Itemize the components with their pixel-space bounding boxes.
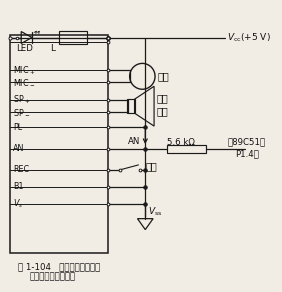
Text: SP$_-$: SP$_-$ <box>13 107 31 117</box>
Bar <box>59 31 87 44</box>
Text: 喇叭: 喇叭 <box>157 93 169 103</box>
Text: AN: AN <box>13 145 25 154</box>
Text: $V_{\rm cc}$(+5 V): $V_{\rm cc}$(+5 V) <box>227 31 271 44</box>
Text: $V_s$: $V_s$ <box>13 197 24 210</box>
Text: PL: PL <box>13 123 23 132</box>
Text: 图 1-104   与语音电路组合的: 图 1-104 与语音电路组合的 <box>18 262 100 271</box>
Text: LED: LED <box>16 44 33 53</box>
Text: L: L <box>50 44 55 53</box>
Text: SP$_+$: SP$_+$ <box>13 94 31 107</box>
Text: REC: REC <box>13 165 30 174</box>
Text: P1.4口: P1.4口 <box>235 150 259 159</box>
Text: AN: AN <box>128 137 140 145</box>
Text: 喇叭: 喇叭 <box>145 161 157 171</box>
Bar <box>167 145 206 153</box>
Text: 报警语音电路原理图: 报警语音电路原理图 <box>30 272 76 281</box>
Text: MIC$_-$: MIC$_-$ <box>13 77 36 87</box>
Text: MIC$_+$: MIC$_+$ <box>13 64 36 77</box>
Text: 话筒: 话筒 <box>158 71 170 81</box>
Text: 5.6 kΩ: 5.6 kΩ <box>167 138 195 147</box>
Text: 至89C51的: 至89C51的 <box>227 138 265 147</box>
Bar <box>127 99 135 113</box>
Text: B1: B1 <box>13 182 24 191</box>
Bar <box>10 34 108 253</box>
Text: $V_{\rm ss}$: $V_{\rm ss}$ <box>148 206 163 218</box>
Text: 话筒: 话筒 <box>157 106 169 116</box>
